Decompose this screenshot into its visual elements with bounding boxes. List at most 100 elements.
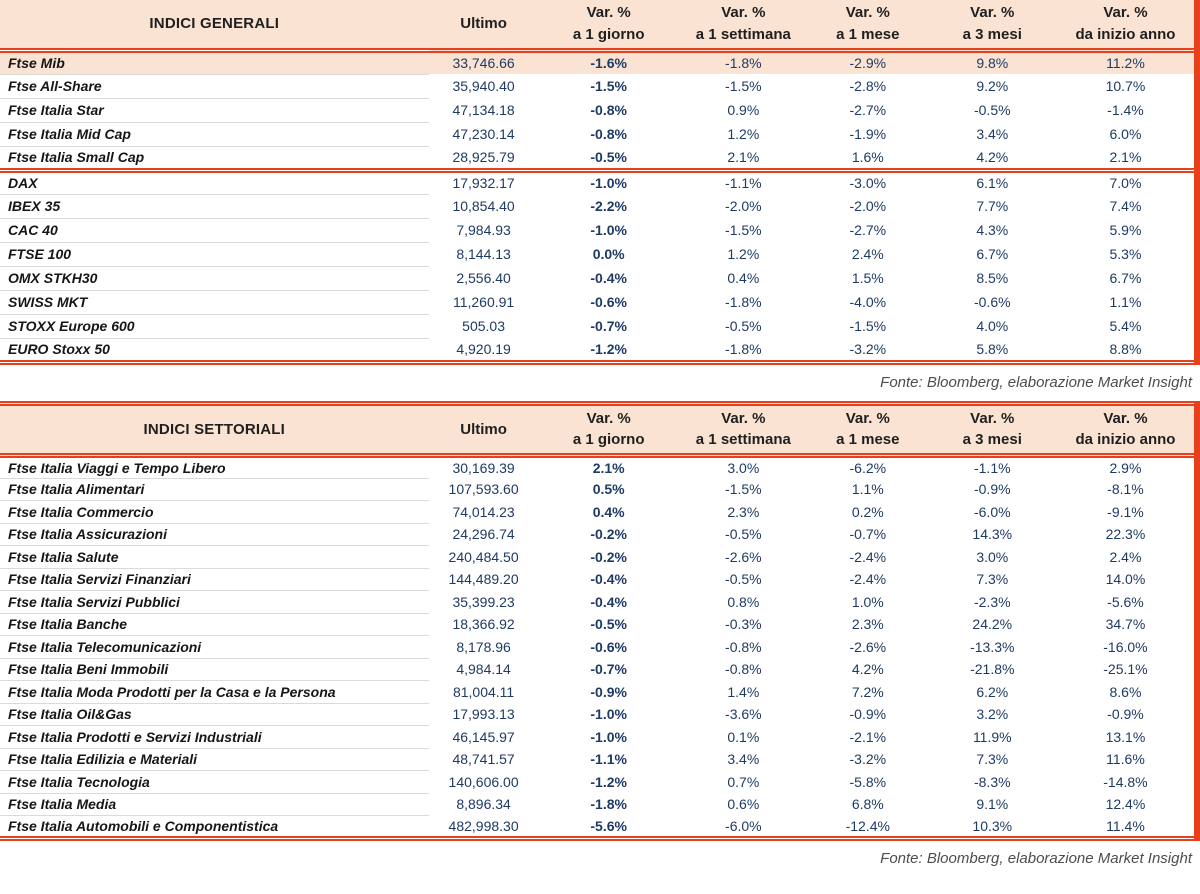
var-1week: 3.4% — [727, 751, 760, 768]
var-1week: -3.6% — [725, 706, 762, 723]
var-3months: -0.5% — [973, 102, 1011, 118]
index-row: Ftse Mib 33,746.66 -1.6% -1.8% -2.9% 9.8… — [0, 50, 1197, 75]
var-ytd: -0.9% — [1107, 706, 1144, 723]
period-1day-label: a 1 giorno — [572, 431, 645, 449]
var-1day: -0.4% — [590, 270, 627, 286]
var-ytd: 2.1% — [1056, 146, 1197, 173]
var-ytd: 5.3% — [1109, 246, 1142, 262]
index-row: CAC 40 7,984.93 -1.0% -1.5% -2.7% 4.3% 5… — [0, 218, 1197, 243]
index-name: Ftse Italia Media — [0, 793, 429, 816]
var-1week: -0.8% — [725, 661, 762, 678]
var-3months: -0.6% — [973, 294, 1011, 310]
var-ytd: 2.9% — [1109, 460, 1142, 476]
last-value: 47,134.18 — [452, 102, 515, 118]
index-name: Ftse Mib — [0, 50, 429, 75]
var-3months: 4.2% — [927, 146, 1057, 173]
var-ytd: 8.6% — [1109, 683, 1142, 700]
col-header-3months: Var. % a 3 mesi — [927, 403, 1057, 458]
sector-table-title: INDICI SETTORIALI — [0, 403, 429, 458]
period-1day-label: a 1 giorno — [572, 25, 645, 43]
var-1month: -1.5% — [849, 318, 887, 334]
period-3months-label: a 3 mesi — [962, 25, 1022, 43]
var-1day: -1.5% — [590, 78, 627, 94]
var-1day: -0.7% — [590, 661, 627, 678]
index-name: Ftse Italia Beni Immobili — [0, 658, 429, 681]
index-row: Ftse Italia Edilizia e Materiali 48,741.… — [0, 748, 1197, 771]
period-1month-label: a 1 mese — [836, 25, 900, 43]
period-1week-label: a 1 settimana — [695, 25, 791, 43]
var-1week: -1.5% — [725, 222, 762, 238]
var-ytd: 5.9% — [1109, 222, 1142, 238]
last-value: 30,169.39 — [452, 460, 515, 476]
var-3months: -1.1% — [973, 460, 1011, 476]
var-1month: -1.9% — [849, 126, 887, 142]
var-ytd: 11.6% — [1106, 751, 1145, 768]
index-name: Ftse Italia Edilizia e Materiali — [0, 748, 429, 771]
var-3months: 3.0% — [976, 548, 1009, 565]
var-1day: -0.2% — [590, 526, 627, 543]
var-1month: -3.2% — [849, 340, 887, 357]
col-header-1month: Var. % a 1 mese — [807, 403, 928, 458]
var-1week: -6.0% — [725, 817, 762, 834]
var-1month: -2.7% — [849, 222, 887, 238]
col-header-1week: Var. % a 1 settimana — [678, 403, 808, 458]
var-1week: 0.8% — [727, 593, 760, 610]
last-value: 240,484.50 — [448, 548, 519, 565]
index-name: Ftse Italia Servizi Finanziari — [0, 568, 429, 591]
var-ytd: 12.4% — [1105, 796, 1146, 813]
var-3months: -21.8% — [970, 661, 1015, 678]
var-1day: -0.4% — [590, 571, 627, 588]
col-header-ultimo: Ultimo — [428, 0, 539, 53]
var-3months: 6.7% — [976, 246, 1009, 262]
index-row: EURO Stoxx 50 4,920.19 -1.2% -1.8% -3.2%… — [0, 338, 1197, 363]
last-value: 28,925.79 — [428, 146, 539, 173]
last-value: 107,593.60 — [448, 481, 519, 498]
var-ytd: 7.0% — [1109, 175, 1142, 192]
var-1week: -1.8% — [725, 340, 762, 357]
last-value: 8,178.96 — [456, 638, 511, 655]
var-1week: 3.0% — [727, 460, 760, 476]
index-row: Ftse Italia Servizi Finanziari 144,489.2… — [0, 568, 1197, 591]
var-3months: 7.3% — [976, 751, 1009, 768]
index-row: DAX 17,932.17 -1.0% -1.1% -3.0% 6.1% 7.0… — [0, 170, 1197, 195]
var-1day: -5.6% — [590, 817, 627, 834]
sector-table-rows: Ftse Italia Viaggi e Tempo Libero 30,169… — [0, 455, 1197, 839]
var-1month: -5.8% — [849, 773, 887, 790]
var-1day: -0.4% — [590, 593, 627, 610]
var-1day: -0.5% — [590, 616, 627, 633]
var-1week: 1.2% — [727, 126, 760, 142]
var-ytd: 11.4% — [1106, 817, 1145, 834]
header-row: INDICI SETTORIALI Ultimo Var. % a 1 gior… — [0, 403, 1197, 458]
last-value: 35,940.40 — [452, 78, 515, 94]
index-row: Ftse All-Share 35,940.40 -1.5% -1.5% -2.… — [0, 74, 1197, 99]
index-row: IBEX 35 10,854.40 -2.2% -2.0% -2.0% 7.7%… — [0, 194, 1197, 219]
last-value: 4,984.14 — [456, 661, 511, 678]
var-3months: 3.2% — [976, 706, 1009, 723]
index-name: Ftse Italia Small Cap — [0, 146, 429, 173]
var-1day: -2.2% — [590, 198, 627, 214]
var-1week: -1.8% — [678, 50, 808, 74]
index-name: Ftse Italia Prodotti e Servizi Industria… — [0, 725, 429, 749]
var-1month: -6.2% — [849, 460, 887, 476]
var-percent-label: Var. % — [721, 409, 766, 427]
var-1day: -0.2% — [590, 548, 627, 565]
var-ytd: -16.0% — [1103, 638, 1148, 655]
var-ytd: -14.8% — [1103, 773, 1148, 790]
var-ytd: -25.1% — [1103, 661, 1148, 678]
source-note: Fonte: Bloomberg, elaborazione Market In… — [880, 373, 1192, 391]
index-row: Ftse Italia Oil&Gas 17,993.13 -1.0% -3.6… — [0, 703, 1197, 726]
var-percent-label: Var. % — [721, 4, 766, 21]
var-1day: -0.7% — [590, 318, 627, 334]
var-1month: -4.0% — [849, 294, 887, 310]
var-1week: 1.2% — [727, 246, 760, 262]
index-name: Ftse Italia Servizi Pubblici — [0, 590, 429, 614]
var-1day: -1.0% — [590, 728, 627, 745]
var-1week: -1.5% — [725, 481, 762, 498]
col-header-1day: Var. % a 1 giorno — [538, 403, 679, 458]
var-percent-label: Var. % — [970, 4, 1015, 21]
var-1week: 2.1% — [678, 146, 808, 173]
var-3months: 4.0% — [976, 318, 1009, 334]
var-1day: 0.0% — [592, 246, 625, 262]
header-row: INDICI GENERALI Ultimo Var. % a 1 giorno… — [0, 0, 1197, 53]
last-value: 46,145.97 — [452, 728, 515, 745]
